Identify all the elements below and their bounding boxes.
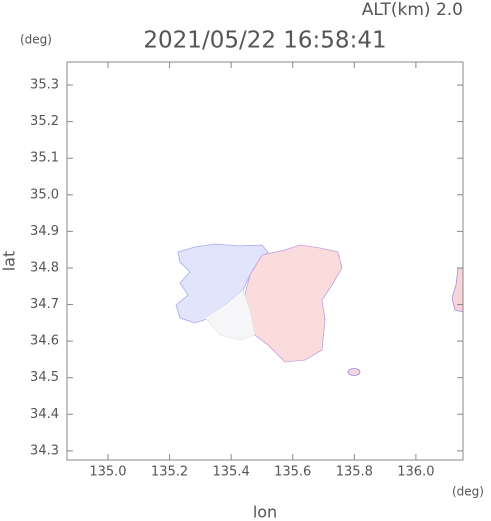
x-tick-label: 135.0 — [89, 465, 126, 480]
y-tick-label: 35.1 — [30, 151, 59, 166]
y-tick-label: 34.6 — [30, 334, 59, 349]
y-tick-label: 35.0 — [30, 187, 59, 202]
y-tick-label: 34.5 — [30, 370, 59, 385]
y-tick-label: 34.4 — [30, 407, 59, 422]
y-tick-label: 34.3 — [30, 443, 59, 458]
x-tick-label: 136.0 — [397, 465, 434, 480]
y-unit: (deg) — [20, 33, 52, 47]
x-axis-label: lon — [253, 503, 277, 521]
y-tick-label: 35.2 — [30, 114, 59, 129]
x-tick-label: 135.8 — [336, 465, 373, 480]
y-tick-label: 35.3 — [30, 78, 59, 93]
x-unit: (deg) — [452, 485, 484, 499]
chart-subtitle: ALT(km) 2.0 — [362, 0, 463, 20]
plot-frame — [66, 61, 464, 461]
x-tick-label: 135.2 — [151, 465, 188, 480]
y-axis-label: lat — [0, 251, 19, 272]
y-tick-label: 34.9 — [30, 224, 59, 239]
radial-velocity-receding — [243, 244, 343, 363]
y-tick-label: 34.8 — [30, 260, 59, 275]
x-tick-label: 135.6 — [274, 465, 311, 480]
y-tick-label: 34.7 — [30, 297, 59, 312]
echo-field — [175, 243, 464, 376]
x-tick-label: 135.4 — [213, 465, 250, 480]
near-zero-velocity — [204, 289, 256, 341]
chart-title: 2021/05/22 16:58:41 — [143, 28, 386, 54]
echo-cell — [347, 368, 361, 376]
echo-cell — [451, 267, 464, 313]
